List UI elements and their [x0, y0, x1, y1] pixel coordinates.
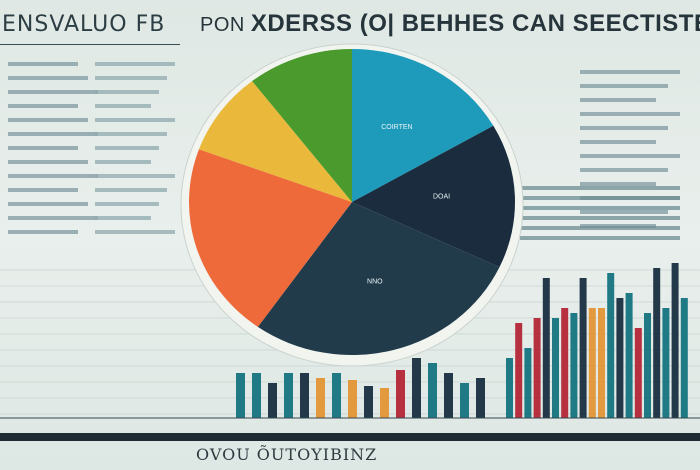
bar [364, 386, 373, 418]
decorative-line [580, 182, 656, 186]
decorative-line [8, 202, 88, 206]
bar [316, 378, 325, 418]
bar [252, 373, 261, 418]
decorative-line [8, 76, 88, 80]
title-prefix: PON [200, 14, 245, 36]
bar [533, 318, 541, 418]
decorative-line [95, 202, 159, 206]
bar [460, 383, 469, 418]
decorative-line [580, 140, 656, 144]
bar [634, 328, 642, 418]
bar [607, 273, 615, 418]
bar [671, 263, 679, 418]
bar [506, 358, 513, 418]
bar [524, 348, 532, 418]
decorative-line [95, 90, 159, 94]
decorative-line [580, 168, 668, 172]
decorative-line [8, 174, 98, 178]
decorative-line [95, 174, 175, 178]
bar [380, 388, 389, 418]
pie-slice-label: DOAI [433, 194, 450, 201]
bar [412, 358, 421, 418]
decorative-line [95, 118, 175, 122]
bar [644, 313, 651, 418]
left-title: ENSVALUO FB [2, 12, 166, 37]
decorative-line [95, 188, 167, 192]
bar [476, 378, 485, 418]
decorative-line [520, 206, 680, 210]
bar [598, 308, 605, 418]
decorative-line [8, 160, 88, 164]
decorative-line [8, 216, 98, 220]
decorative-line [520, 236, 680, 240]
decorative-line [580, 154, 680, 158]
decorative-line [580, 210, 668, 214]
pie-slice-label: COIRTEN [381, 124, 412, 131]
bar [579, 278, 587, 418]
bar [616, 298, 624, 418]
decorative-line [8, 132, 98, 136]
bar [588, 308, 596, 418]
bar [542, 278, 550, 418]
bar [653, 268, 661, 418]
decorative-line [520, 196, 680, 200]
bar [284, 373, 293, 418]
decorative-line [8, 90, 98, 94]
pie-slice [188, 149, 352, 327]
bottom-divider [0, 433, 700, 441]
decorative-line [580, 70, 680, 74]
page-title: PON XDERSS (O| BEHHES CAN SEECTISTE [200, 10, 700, 38]
decorative-line [8, 62, 78, 66]
decorative-line [580, 126, 668, 130]
bar [680, 298, 688, 418]
decorative-line [95, 76, 167, 80]
decorative-line [95, 104, 151, 108]
pie-slice [352, 49, 494, 202]
bar [396, 370, 405, 418]
title-text: XDERSS (O| BEHHES CAN SEECTISTE [250, 10, 700, 37]
decorative-line [8, 104, 78, 108]
decorative-line [8, 230, 78, 234]
pie-slice [198, 81, 352, 202]
pie-slice-label: NNO [367, 278, 383, 285]
pie-slice [252, 49, 352, 202]
decorative-line [520, 216, 680, 220]
decorative-line [95, 230, 175, 234]
decorative-line [580, 112, 680, 116]
bar [332, 373, 341, 418]
decorative-line [95, 146, 159, 150]
decorative-line [520, 186, 680, 190]
decorative-line [95, 62, 175, 66]
decorative-line [95, 160, 151, 164]
decorative-line [8, 188, 78, 192]
bar [515, 323, 523, 418]
bar [348, 380, 357, 418]
bar [552, 318, 559, 418]
footer-caption: OVOU ÕUTOYIBINZ [196, 445, 378, 464]
bar [662, 308, 670, 418]
title-underline [0, 44, 180, 45]
bar [300, 373, 309, 418]
decorative-line [580, 84, 668, 88]
pie-slice [352, 125, 515, 268]
bar [268, 383, 277, 418]
decorative-line [580, 98, 656, 102]
bar [444, 373, 453, 418]
decorative-line [520, 226, 680, 230]
bar [428, 363, 437, 418]
bar [570, 313, 578, 418]
bar [561, 308, 569, 418]
bar [625, 293, 633, 418]
decorative-line [8, 146, 78, 150]
pie-slice [257, 202, 500, 355]
decorative-line [95, 216, 151, 220]
bar [236, 373, 245, 418]
decorative-line [8, 118, 88, 122]
decorative-line [95, 132, 167, 136]
